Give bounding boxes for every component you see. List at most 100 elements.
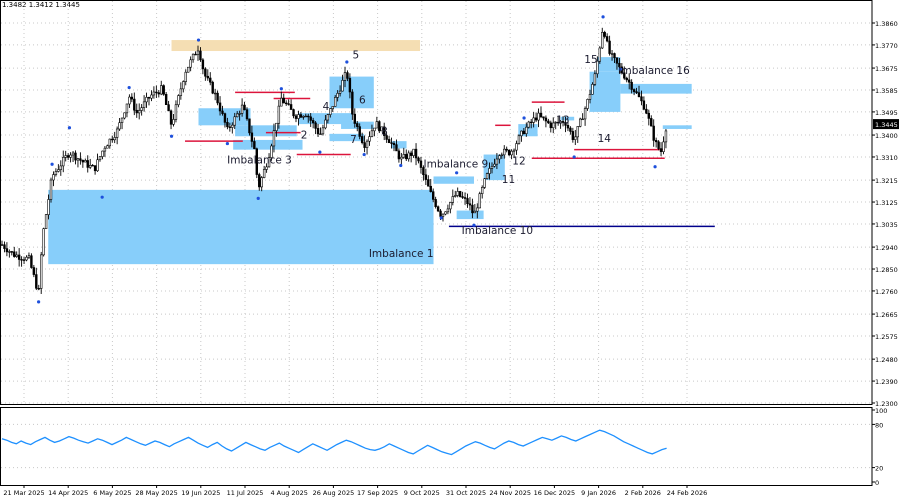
candle <box>659 148 663 152</box>
candle <box>520 130 523 137</box>
candle <box>451 196 454 203</box>
candle <box>608 40 611 54</box>
supply-zone[interactable] <box>171 40 421 52</box>
candle <box>93 165 97 172</box>
fractal-marker <box>225 141 229 146</box>
imbalance-label: Imbalance 9 <box>424 158 489 170</box>
candle <box>228 126 232 128</box>
fractal-marker <box>362 152 366 157</box>
fractal-marker <box>318 150 322 154</box>
candle <box>358 126 361 137</box>
current-price-box <box>873 119 899 130</box>
imbalance-zone[interactable] <box>433 176 474 184</box>
candle <box>635 91 638 93</box>
candle <box>329 108 332 115</box>
candle <box>454 195 457 197</box>
candle <box>529 121 533 124</box>
candle <box>216 92 219 104</box>
candle <box>505 148 508 151</box>
candle <box>427 179 430 187</box>
candle <box>0 244 4 246</box>
candle <box>66 155 70 158</box>
candle <box>260 177 263 188</box>
imbalance-zone[interactable] <box>391 141 407 149</box>
y-tick-label: 1.3310 <box>875 154 898 162</box>
imbalance-zone[interactable] <box>620 83 692 94</box>
candle <box>309 116 312 121</box>
candle <box>265 166 268 170</box>
x-tick-label: 26 Aug 2025 <box>313 489 355 497</box>
candle <box>17 254 21 260</box>
candle <box>417 157 420 162</box>
imbalance-zone[interactable] <box>560 116 575 121</box>
candle <box>351 91 354 115</box>
x-tick-label: 31 Oct 2025 <box>446 489 486 497</box>
candle <box>561 121 565 123</box>
candle <box>15 254 18 257</box>
x-tick-label: 2 Feb 2026 <box>625 489 661 497</box>
candle <box>485 173 489 179</box>
fractal-marker <box>399 163 403 168</box>
imbalance-zone[interactable] <box>329 133 365 142</box>
candle <box>194 53 197 56</box>
y-tick-label: 1.2850 <box>875 266 898 274</box>
imbalance-zone[interactable] <box>456 210 484 220</box>
candle <box>434 199 437 208</box>
y-tick-label: 1.3675 <box>875 65 898 73</box>
candle <box>209 77 212 83</box>
candle <box>422 167 425 176</box>
candle <box>588 94 592 100</box>
candle <box>405 154 408 160</box>
fractal-marker <box>127 85 131 90</box>
candle <box>108 138 112 147</box>
candle <box>564 122 567 126</box>
candle <box>287 103 290 105</box>
candle <box>409 152 413 156</box>
fractal-marker <box>196 38 201 42</box>
candle <box>554 121 557 124</box>
candle <box>490 165 494 169</box>
imbalance-zone[interactable] <box>233 139 303 150</box>
imbalance-label: 6 <box>359 95 366 107</box>
candle <box>353 113 356 124</box>
candle <box>375 121 379 129</box>
candle <box>275 122 278 131</box>
imbalance-zone[interactable] <box>48 189 434 265</box>
candle <box>142 101 146 108</box>
candle <box>258 174 261 188</box>
candle <box>461 196 464 198</box>
candle <box>277 105 281 124</box>
candle <box>169 110 173 125</box>
fractal-marker <box>572 155 576 159</box>
candle <box>623 72 626 79</box>
candle <box>57 169 60 172</box>
osc-y-tick-label: 20 <box>875 465 883 473</box>
y-tick-label: 1.3770 <box>875 42 898 50</box>
candle <box>507 149 511 156</box>
candle <box>30 255 33 268</box>
candle <box>255 148 258 175</box>
candle <box>603 32 606 37</box>
imbalance-label: 15 <box>584 54 597 66</box>
x-tick-label: 21 Mar 2025 <box>3 489 44 497</box>
candle <box>574 136 577 140</box>
fractal-marker <box>472 223 476 227</box>
imbalance-zone[interactable] <box>235 125 297 137</box>
candle <box>89 164 92 168</box>
candle <box>284 102 288 105</box>
y-tick-label: 1.2575 <box>875 333 898 341</box>
candle <box>657 141 660 149</box>
candle <box>444 211 447 215</box>
candle <box>250 132 254 142</box>
imbalance-label: 12 <box>512 155 525 167</box>
candle <box>333 97 337 107</box>
candle <box>500 154 503 157</box>
candle <box>282 97 285 104</box>
candle <box>245 109 249 120</box>
imbalance-zone[interactable] <box>662 125 692 129</box>
candle <box>160 85 163 95</box>
candle <box>304 115 307 118</box>
y-tick-label: 1.2480 <box>875 356 898 364</box>
candle <box>571 131 575 140</box>
